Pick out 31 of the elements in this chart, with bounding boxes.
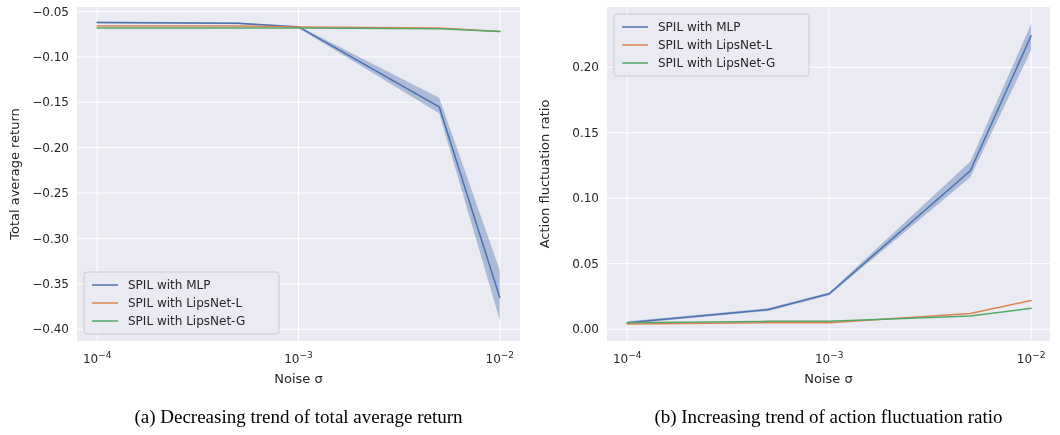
legend-label: SPIL with MLP	[658, 20, 741, 35]
y-tick-label: −0.40	[32, 322, 69, 337]
text: (a) Decreasing trend of total average return	[134, 406, 464, 428]
y-tick-label: −0.20	[32, 140, 69, 155]
y-tick-label: −0.10	[32, 50, 69, 65]
y-tick-label: 0.15	[572, 125, 599, 140]
legend-label: SPIL with LipsNet-L	[128, 296, 243, 311]
y-tick-label: −0.05	[32, 4, 69, 19]
x-axis-title: Noise σ	[804, 371, 853, 386]
x-tick-label: 10$^{−2}$	[485, 350, 515, 366]
y-tick-label: −0.25	[32, 186, 69, 201]
y-tick-label: 0.10	[572, 191, 599, 206]
x-axis-title: Noise σ	[274, 371, 323, 386]
y-tick-label: −0.15	[32, 95, 69, 110]
x-tick-label: 10$^{−3}$	[284, 350, 313, 366]
y-tick-label: −0.35	[32, 277, 69, 292]
x-tick-label: 10$^{−4}$	[612, 350, 642, 366]
legend-label: SPIL with LipsNet-G	[658, 56, 776, 71]
y-tick-label: 0.20	[572, 60, 599, 75]
y-tick-label: 0.05	[572, 256, 599, 271]
legend-label: SPIL with MLP	[128, 278, 211, 293]
x-tick-label: 10$^{−4}$	[82, 350, 112, 366]
y-axis-title: Total average return	[7, 108, 22, 241]
y-tick-label: −0.30	[32, 231, 69, 246]
x-tick-label: 10$^{−3}$	[814, 350, 844, 366]
x-tick-label: 10$^{−2}$	[1016, 350, 1046, 366]
y-axis-title: Action fluctuation ratio	[537, 99, 552, 249]
text: (b) Increasing trend of action fluctuation ratio	[654, 406, 1003, 428]
legend-label: SPIL with LipsNet-L	[658, 38, 773, 53]
legend-label: SPIL with LipsNet-G	[128, 314, 246, 329]
y-tick-label: 0.00	[572, 322, 599, 337]
